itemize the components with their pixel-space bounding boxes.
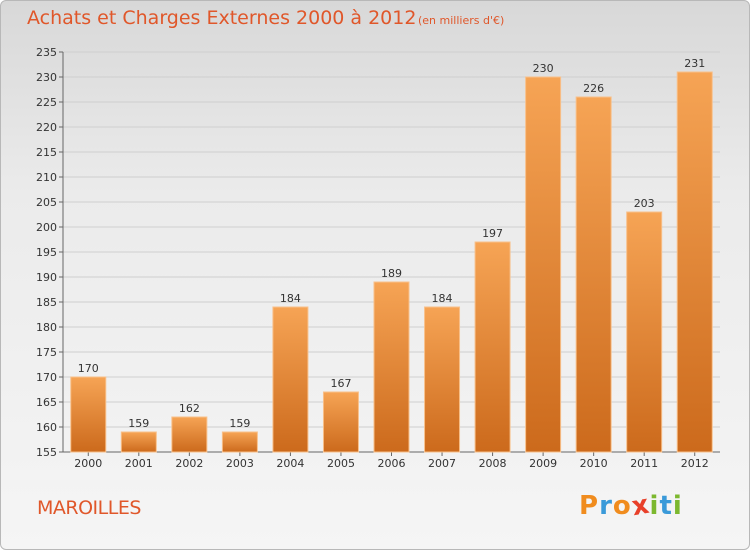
bar-2001 [120,431,157,453]
chart-title: Achats et Charges Externes 2000 à 2012 [27,7,417,29]
x-tick-label-2000: 2000 [74,457,102,470]
y-tick-label: 205 [36,196,57,209]
value-label-2010: 226 [583,82,604,95]
x-tick-label-2002: 2002 [175,457,203,470]
x-tick-label-2005: 2005 [327,457,355,470]
x-tick-label-2009: 2009 [529,457,557,470]
value-labels: 170 159 162 159 184 167 189 184 197 230 226 203 231 [78,57,705,430]
bar-2010 [575,96,612,453]
y-tick-label: 170 [36,371,57,384]
y-tick-label: 195 [36,246,57,259]
y-tick-label: 160 [36,421,57,434]
logo-letter: o [612,491,632,521]
x-tick-label-2010: 2010 [580,457,608,470]
value-label-2007: 184 [432,292,453,305]
value-label-2006: 189 [381,267,402,280]
x-tick-label-2008: 2008 [479,457,507,470]
bar-2002 [171,416,208,453]
x-tick-label-2011: 2011 [630,457,658,470]
proxiti-logo: Proxiti [579,490,683,523]
bar-2003 [221,431,258,453]
y-tick-label: 235 [36,46,57,59]
bar-2005 [322,391,359,453]
axes: 155 160 165 170 175 180 185 190 195 200 205 210 215 2… [36,46,720,470]
bars [70,71,713,453]
bar-2011 [626,211,663,453]
bar-2006 [373,281,410,453]
value-label-2002: 162 [179,402,200,415]
value-label-2004: 184 [280,292,301,305]
value-label-2003: 159 [229,417,250,430]
value-label-2012: 231 [684,57,705,70]
y-tick-label: 185 [36,296,57,309]
value-label-2008: 197 [482,227,503,240]
bar-2008 [474,241,511,453]
y-tick-label: 175 [36,346,57,359]
y-tick-label: 210 [36,171,57,184]
chart-subtitle: (en milliers d'€) [418,14,505,27]
x-tick-label-2012: 2012 [681,457,709,470]
logo-letter: P [579,491,600,521]
y-tick-label: 190 [36,271,57,284]
bar-2004 [272,306,309,453]
value-label-2001: 159 [128,417,149,430]
bar-2012 [676,71,713,453]
bar-2009 [525,76,562,453]
x-tick-label-2004: 2004 [276,457,304,470]
y-tick-label: 230 [36,71,57,84]
bar-2000 [70,376,107,453]
y-tick-label: 155 [36,446,57,459]
value-label-2011: 203 [634,197,655,210]
value-label-2005: 167 [330,377,351,390]
y-tick-label: 165 [36,396,57,409]
x-tick-label-2003: 2003 [226,457,254,470]
logo-letter: r [599,491,613,521]
logo-letter: i [649,491,660,521]
y-tick-label: 180 [36,321,57,334]
value-label-2009: 230 [533,62,554,75]
x-tick-label-2006: 2006 [378,457,406,470]
y-tick-label: 220 [36,121,57,134]
y-tick-label: 200 [36,221,57,234]
bar-2007 [424,306,461,453]
x-tick-label-2001: 2001 [125,457,153,470]
y-tick-label: 215 [36,146,57,159]
value-label-2000: 170 [78,362,99,375]
logo-letter: t [659,491,673,521]
logo-letter: i [672,491,683,521]
y-tick-label: 225 [36,96,57,109]
x-tick-label-2007: 2007 [428,457,456,470]
commune-name: MAROILLES [37,497,141,519]
